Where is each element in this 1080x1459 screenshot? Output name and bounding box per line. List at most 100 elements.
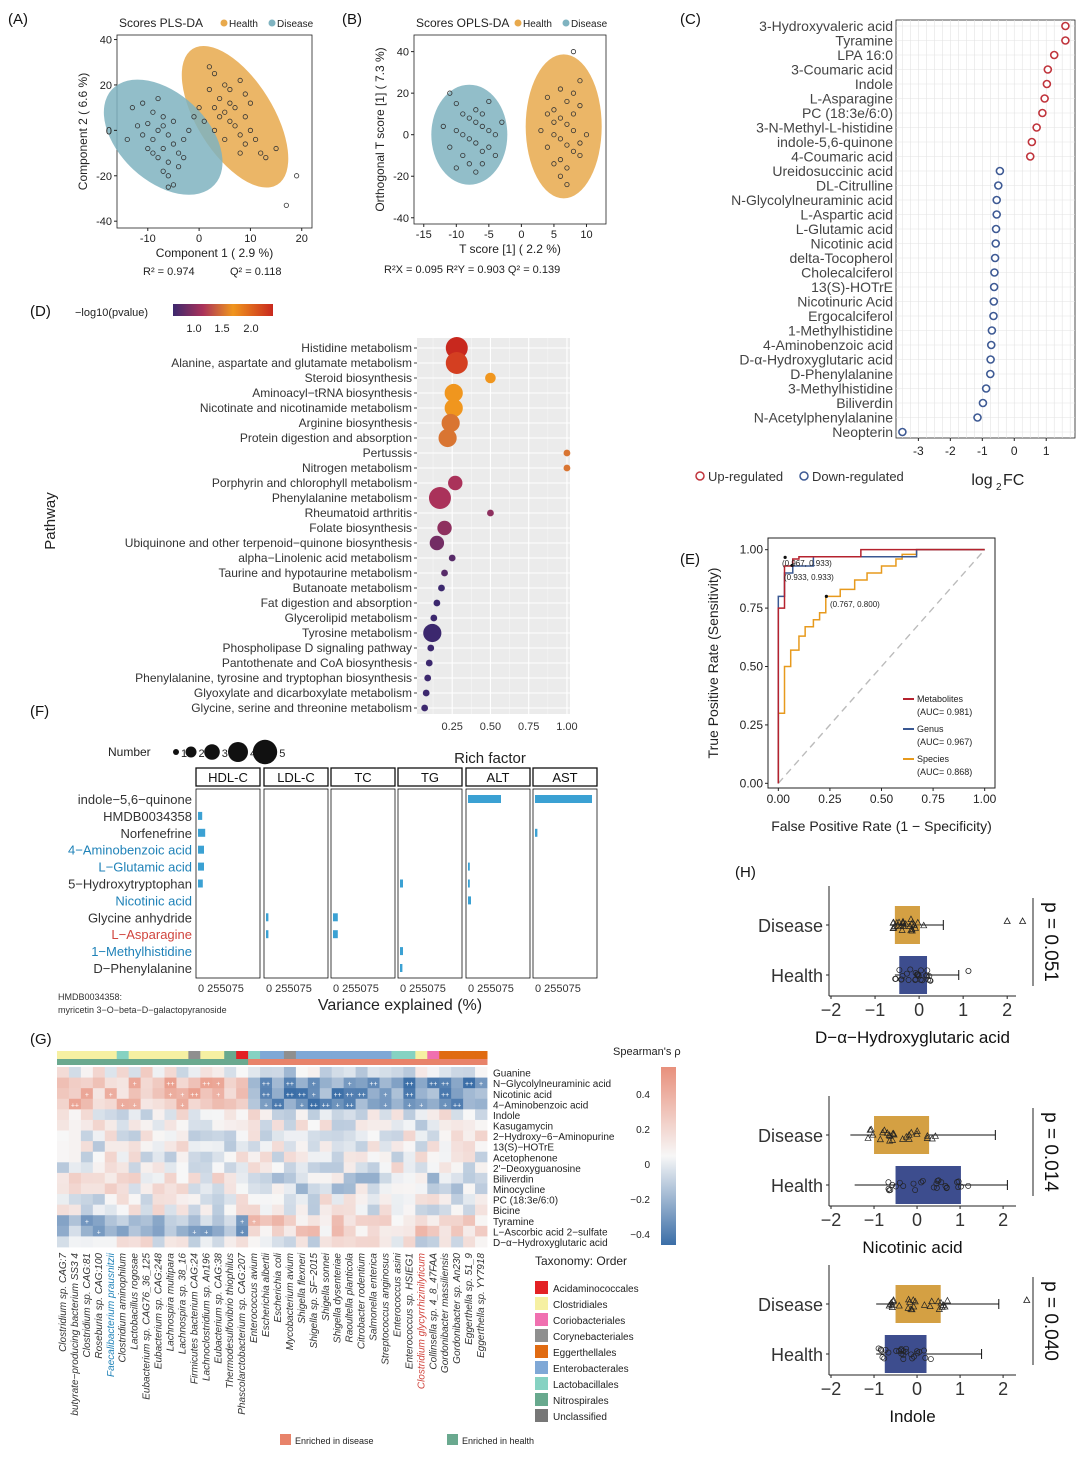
heatmap-cell bbox=[140, 1215, 153, 1227]
heatmap-cell bbox=[224, 1215, 237, 1227]
heatmap-cell bbox=[212, 1067, 225, 1078]
heatmap-cell bbox=[68, 1119, 82, 1131]
heatmap-cell bbox=[415, 1077, 428, 1089]
heatmap-cell bbox=[451, 1067, 464, 1078]
pathway-bubble bbox=[423, 623, 442, 643]
significance-mark: + bbox=[383, 1102, 387, 1109]
taxonomy-label: Clostridiales bbox=[553, 1300, 607, 1311]
down-regulated-point bbox=[995, 166, 1005, 176]
heatmap-cell bbox=[343, 1194, 357, 1206]
heatmap-cell bbox=[68, 1141, 82, 1153]
heatmap-cell bbox=[331, 1183, 345, 1195]
heatmap-cell bbox=[80, 1172, 94, 1184]
significance-mark: + bbox=[121, 1102, 125, 1109]
enrichment-annotation-cell bbox=[283, 1059, 297, 1065]
health-point bbox=[912, 1187, 919, 1193]
heatmap-cell bbox=[415, 1130, 428, 1142]
down-regulated-point bbox=[990, 268, 999, 277]
heatmap-cell bbox=[272, 1119, 285, 1131]
heatmap-cell bbox=[272, 1225, 285, 1237]
heatmap-cell bbox=[295, 1172, 309, 1184]
taxonomy-annotation-cell bbox=[236, 1051, 249, 1059]
heatmap-cell bbox=[283, 1098, 297, 1110]
health-point bbox=[922, 1354, 929, 1361]
heatmap-cell bbox=[248, 1236, 261, 1248]
colorbar-title: Spearman's ρ bbox=[613, 1046, 681, 1058]
taxonomy-label: Lactobacillales bbox=[553, 1380, 619, 1391]
variance-bar bbox=[266, 913, 269, 922]
heatmap-cell bbox=[379, 1130, 392, 1142]
heatmap-cell bbox=[152, 1067, 165, 1078]
column-label: Collinsella sp. 4_8_47FAA bbox=[428, 1253, 439, 1370]
health-point bbox=[263, 155, 269, 161]
heatmap-cell bbox=[116, 1172, 130, 1184]
significance-mark: ++ bbox=[453, 1102, 461, 1109]
disease-point bbox=[923, 1134, 931, 1141]
column-label: Eubacterium sp. CAG:38 bbox=[213, 1253, 224, 1364]
taxonomy-annotation-cell bbox=[260, 1051, 273, 1059]
heatmap-cell bbox=[68, 1109, 82, 1121]
health-point bbox=[927, 1356, 934, 1362]
health-point bbox=[905, 977, 912, 983]
pathway-label: Tyrosine metabolism bbox=[302, 626, 412, 640]
health-ellipse bbox=[181, 45, 289, 188]
metabolite-label: 1−Methylhistidine bbox=[91, 944, 192, 959]
heatmap-cell bbox=[307, 1109, 321, 1121]
taxonomy-swatch bbox=[535, 1361, 548, 1374]
heatmap-cell bbox=[272, 1098, 285, 1110]
variance-bar bbox=[468, 795, 501, 803]
health-point bbox=[570, 111, 577, 117]
heatmap-cell bbox=[224, 1141, 237, 1153]
pathway-label: Nicotinate and nicotinamide metabolism bbox=[200, 401, 412, 415]
significance-mark: + bbox=[312, 1081, 316, 1088]
heatmap-cell bbox=[439, 1130, 452, 1142]
heatmap-cell bbox=[116, 1109, 130, 1121]
y-tick-label: 0 bbox=[403, 130, 409, 142]
disease-point bbox=[867, 1125, 875, 1133]
taxonomy-annotation-cell bbox=[355, 1051, 369, 1059]
heatmap-cell bbox=[128, 1236, 142, 1248]
taxonomy-annotation-cell bbox=[283, 1051, 297, 1059]
heatmap-cell bbox=[319, 1204, 333, 1216]
disease-point bbox=[492, 132, 498, 138]
disease-point bbox=[869, 1130, 877, 1138]
pathway-bubble bbox=[448, 475, 463, 491]
heatmap-cell bbox=[200, 1109, 213, 1121]
heatmap-cell bbox=[260, 1141, 273, 1153]
panel-label-g: (G) bbox=[30, 1031, 52, 1048]
heatmap-cell bbox=[283, 1183, 297, 1195]
significance-mark: + bbox=[383, 1092, 387, 1099]
heatmap-cell bbox=[307, 1130, 321, 1142]
x-tick-label: 0 bbox=[196, 233, 202, 245]
facet-label: ALT bbox=[487, 770, 510, 785]
legend-series-name: Genus bbox=[917, 724, 944, 734]
heatmap-cell bbox=[319, 1236, 333, 1248]
heatmap-cell bbox=[355, 1236, 368, 1248]
heatmap-cell bbox=[200, 1130, 213, 1142]
taxonomy-annotation-cell bbox=[295, 1051, 309, 1059]
heatmap-cell bbox=[463, 1204, 476, 1216]
up-regulated-point bbox=[1061, 21, 1070, 31]
heatmap-cell bbox=[391, 1130, 404, 1142]
heatmap-cell bbox=[379, 1236, 392, 1248]
health-point bbox=[237, 150, 243, 156]
column-label: Clostridium glycyrrhizinilyticum bbox=[416, 1253, 427, 1389]
heatmap-cell bbox=[104, 1119, 118, 1131]
panel-a: -10 0 10 20 40 20 0 -20 -40 Component 1 ( 2.9 %) C… bbox=[76, 16, 314, 278]
pathway-bubble bbox=[422, 689, 430, 697]
heatmap-cell bbox=[295, 1077, 309, 1089]
health-point bbox=[227, 100, 233, 106]
heatmap-cell bbox=[152, 1130, 165, 1142]
disease-point bbox=[466, 161, 472, 167]
heatmap-cell bbox=[224, 1067, 237, 1078]
metabolite-label: D−Phenylalanine bbox=[93, 961, 192, 976]
facet-panel bbox=[397, 788, 463, 979]
heatmap-cell bbox=[152, 1088, 165, 1100]
disease-point bbox=[899, 919, 907, 926]
heatmap-cell bbox=[451, 1172, 464, 1184]
heatmap-cell bbox=[212, 1162, 225, 1174]
disease-point bbox=[920, 921, 928, 929]
heatmap-cell bbox=[104, 1130, 118, 1142]
down-regulated-point bbox=[987, 326, 997, 335]
disease-point bbox=[170, 182, 177, 188]
